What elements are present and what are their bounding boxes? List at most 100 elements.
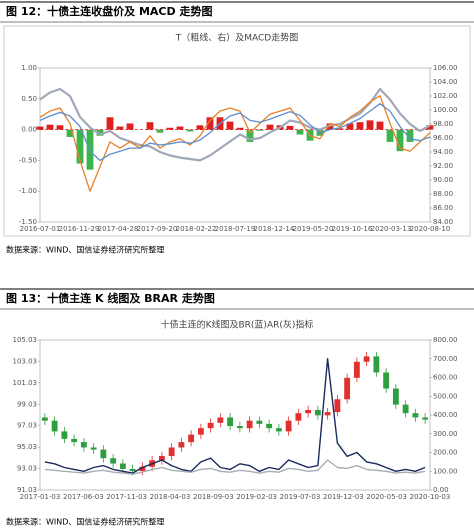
series-line — [39, 87, 431, 162]
candle-body — [90, 447, 97, 450]
y-tick-label: 93.03 — [17, 465, 37, 473]
figure-source: 数据来源：WIND、国信证券经济研究所整理 — [6, 245, 164, 255]
figure-caption: 图 12：十债主连收盘价及 MACD 走势图 — [6, 4, 212, 18]
x-tick-label: 2016-11-29 — [59, 225, 100, 233]
y2-tick-label: 98.00 — [433, 120, 453, 128]
y-tick-label: 91.03 — [17, 486, 37, 494]
candle-body — [207, 422, 214, 429]
candle-body — [363, 356, 370, 362]
plot-area — [39, 67, 431, 223]
candle-body — [227, 417, 234, 427]
y-tick-label: 0.00 — [21, 126, 37, 134]
y-tick-label: 97.03 — [17, 422, 37, 430]
candle-body — [373, 356, 380, 373]
figure-source: 数据来源：WIND、国信证券经济研究所整理 — [6, 517, 164, 527]
candle-body — [344, 377, 351, 400]
y2-tick-label: 104.00 — [433, 78, 458, 86]
candle-body — [246, 420, 253, 429]
histogram-bar — [356, 122, 364, 130]
histogram-bar — [236, 127, 244, 130]
candle-body — [236, 426, 243, 429]
histogram-bar — [106, 117, 114, 130]
y2-tick-label: 86.00 — [433, 204, 453, 212]
y2-tick-label: 88.00 — [433, 190, 453, 198]
candle-body — [51, 420, 58, 432]
candle-body — [41, 417, 48, 421]
y-tick-label: 99.03 — [17, 400, 37, 408]
candle-body — [256, 420, 263, 424]
histogram-bar — [66, 129, 74, 137]
x-tick-label: 2020-08-10 — [410, 225, 451, 233]
histogram-bar — [76, 129, 84, 164]
candle-body — [80, 442, 87, 448]
candle-body — [383, 372, 390, 389]
y-tick-label: -1.50 — [19, 218, 37, 226]
x-tick-label: 2019-05-20 — [293, 225, 334, 233]
x-tick-label: 2018-07-19 — [215, 225, 256, 233]
x-tick-label: 2017-09-20 — [137, 225, 178, 233]
plot-area — [39, 339, 431, 491]
x-tick-label: 2020-03-13 — [371, 225, 412, 233]
y-tick-label: 103.03 — [13, 357, 38, 365]
histogram-bar — [266, 124, 274, 130]
histogram-bar — [96, 129, 104, 136]
histogram-bar — [336, 128, 344, 130]
candle-body — [402, 404, 409, 414]
histogram-bar — [396, 129, 404, 152]
candle-body — [324, 412, 331, 416]
histogram-bar — [246, 129, 254, 142]
candle-body — [158, 456, 165, 461]
y2-tick-label: 100.00 — [433, 106, 458, 114]
candle-body — [178, 442, 185, 448]
y2-tick-label: 92.00 — [433, 162, 453, 170]
x-tick-label: 2017-01-03 — [20, 493, 61, 501]
series-line — [44, 358, 426, 474]
candle-body — [139, 466, 146, 472]
series-line — [39, 95, 431, 192]
candle-body — [392, 388, 399, 405]
x-tick-label: 2019-02-03 — [236, 493, 277, 501]
candle-body — [217, 417, 224, 423]
candle-body — [353, 361, 360, 378]
candle-body — [197, 428, 204, 435]
histogram-bar — [156, 129, 164, 133]
histogram-bar — [286, 125, 294, 130]
chart-title: T（粗线、右）及MACD走势图 — [175, 32, 298, 44]
histogram-bar — [426, 125, 434, 130]
histogram-bar — [346, 123, 354, 130]
y-tick-label: 101.03 — [13, 379, 38, 387]
candle-body — [168, 447, 175, 457]
candle-body — [412, 413, 419, 418]
y2-tick-label: 94.00 — [433, 148, 453, 156]
candle-body — [295, 413, 302, 421]
histogram-bar — [406, 129, 414, 142]
y2-tick-label: 200.00 — [433, 449, 458, 457]
y-tick-label: -0.50 — [19, 156, 37, 164]
candle-body — [129, 468, 136, 472]
y2-tick-label: 84.00 — [433, 218, 453, 226]
series-line — [39, 103, 431, 162]
y2-tick-label: 96.00 — [433, 134, 453, 142]
x-tick-label: 2019-07-03 — [280, 493, 321, 501]
chart-frame — [3, 25, 471, 237]
candle-body — [334, 399, 341, 413]
y2-tick-label: 500.00 — [433, 392, 458, 400]
x-tick-label: 2020-05-03 — [366, 493, 407, 501]
y2-tick-label: 300.00 — [433, 430, 458, 438]
histogram-bar — [366, 120, 374, 130]
y2-tick-label: 800.00 — [433, 336, 458, 344]
y2-tick-label: 106.00 — [433, 64, 458, 72]
y2-tick-label: 700.00 — [433, 355, 458, 363]
y-tick-label: 0.50 — [21, 95, 37, 103]
y-tick-label: -1.00 — [19, 187, 37, 195]
histogram-bar — [176, 126, 184, 130]
candle-body — [314, 409, 321, 416]
candle-body — [110, 458, 117, 464]
histogram-bar — [376, 121, 384, 130]
histogram-bar — [226, 121, 234, 130]
series-line — [44, 459, 426, 475]
x-tick-label: 2019-12-03 — [323, 493, 364, 501]
candle-body — [119, 463, 126, 469]
x-tick-label: 2018-02-22 — [176, 225, 217, 233]
